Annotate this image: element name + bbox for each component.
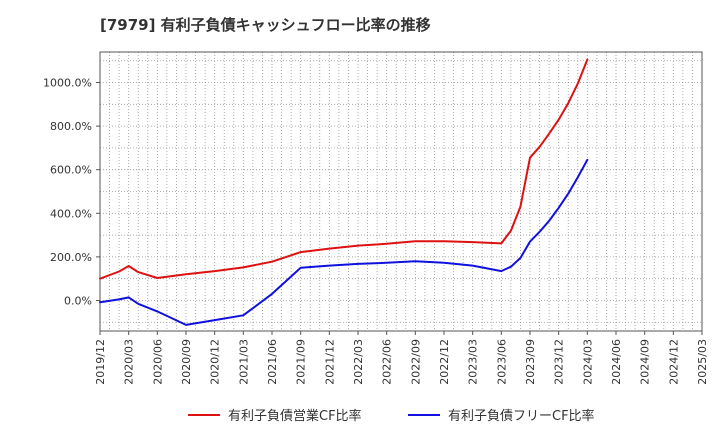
- y-tick-label: 600.0%: [50, 164, 92, 177]
- x-tick-label: 2021/09: [295, 339, 308, 385]
- x-tick-label: 2021/12: [323, 339, 336, 385]
- legend-label-1: 有利子負債営業CF比率: [228, 408, 362, 424]
- series-group: [99, 58, 589, 326]
- x-tick-label: 2022/03: [352, 339, 365, 385]
- x-tick-label: 2020/12: [209, 339, 222, 385]
- y-tick-label: 200.0%: [50, 251, 92, 264]
- x-tick-label: 2024/12: [667, 339, 680, 385]
- x-tick-label: 2022/06: [381, 339, 394, 385]
- x-tick-label: 2023/09: [524, 339, 537, 385]
- x-tick-label: 2024/09: [639, 339, 652, 385]
- legend-label-2: 有利子負債フリーCF比率: [448, 408, 595, 424]
- y-tick-label: 0.0%: [64, 294, 92, 307]
- x-tick-label: 2023/06: [495, 339, 508, 385]
- y-tick-label: 400.0%: [50, 207, 92, 220]
- grid: [99, 52, 703, 331]
- x-tick-label: 2020/03: [123, 339, 136, 385]
- x-tick-label: 2020/09: [180, 339, 193, 385]
- x-axis: 2019/12 2020/03 2020/06 2020/09 2020/12 2021/…: [94, 331, 709, 385]
- y-tick-label: 800.0%: [50, 120, 92, 133]
- y-axis: 0.0% 200.0% 400.0% 600.0% 800.0% 1000.0%: [43, 77, 100, 307]
- x-tick-label: 2022/09: [409, 339, 422, 385]
- x-tick-label: 2023/12: [553, 339, 566, 385]
- x-tick-label: 2021/06: [266, 339, 279, 385]
- x-tick-label: 2024/06: [610, 339, 623, 385]
- series-line-2: [99, 158, 589, 326]
- y-tick-label: 1000.0%: [43, 77, 92, 90]
- x-tick-label: 2025/03: [696, 339, 709, 385]
- legend: 有利子負債営業CF比率 有利子負債フリーCF比率: [188, 408, 595, 424]
- chart-title: [7979] 有利子負債キャッシュフロー比率の推移: [100, 16, 431, 34]
- plot-border: [99, 51, 703, 332]
- x-tick-label: 2023/03: [467, 339, 480, 385]
- x-tick-label: 2021/03: [237, 339, 250, 385]
- x-tick-label: 2024/03: [581, 339, 594, 385]
- x-tick-label: 2019/12: [94, 339, 107, 385]
- x-tick-label: 2022/12: [438, 339, 451, 385]
- series-line-1: [99, 58, 589, 280]
- x-tick-label: 2020/06: [151, 339, 164, 385]
